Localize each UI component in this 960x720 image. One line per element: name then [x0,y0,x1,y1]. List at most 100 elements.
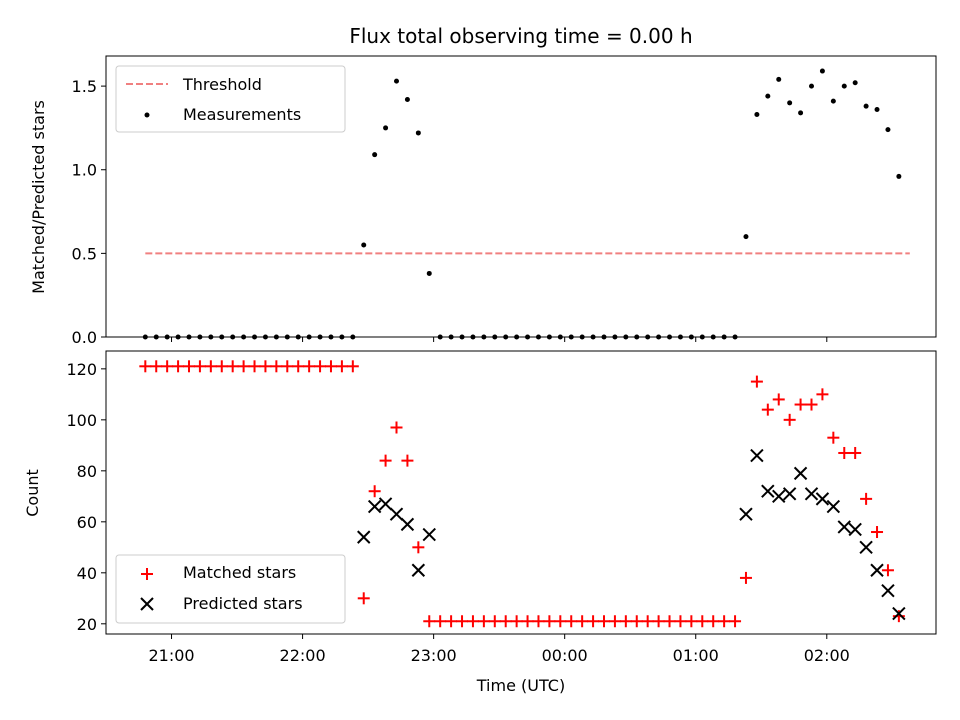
matched-star-marker [324,360,337,373]
matched-star-marker [674,615,687,628]
matched-star-marker [292,360,305,373]
bottom-y-tick-label: 40 [77,564,97,583]
top-y-ticks: 0.0 0.5 1.0 1.5 [72,77,106,347]
matched-star-marker [183,360,195,373]
bottom-y-axis-title: Count [23,469,42,517]
predicted-star-marker [848,522,862,537]
bottom-y-ticks: 20 40 60 80 100 120 [66,360,106,634]
matched-star-marker [477,615,490,628]
predicted-star-marker [826,499,841,514]
matched-star-marker [750,375,763,388]
matched-star-marker [739,571,752,584]
predicted-star-marker [400,517,415,532]
predicted-star-marker [750,448,764,463]
measurement-point [852,80,858,86]
matched-star-marker [237,360,250,373]
bottom-x-tick-label: 00:00 [542,646,588,665]
matched-star-marker [761,403,774,416]
measurement-point [798,110,804,116]
legend-matched-marker [141,568,153,580]
matched-star-marker [456,615,469,628]
measurement-point [830,98,836,104]
matched-star-marker [805,398,818,411]
legend-predicted-marker [140,597,154,611]
bottom-y-tick-label: 80 [77,462,97,481]
measurement-point [394,78,399,84]
matched-star-marker [314,360,327,373]
matched-points [139,360,905,628]
bottom-x-tick-label: 23:00 [411,646,457,665]
measurement-point [361,242,367,248]
matched-star-marker [466,615,479,628]
matched-star-marker [357,592,370,605]
top-legend: Threshold Measurements [115,65,346,133]
predicted-star-marker [389,507,404,521]
matched-star-marker [510,615,523,628]
matched-star-marker [161,360,174,373]
predicted-star-marker [793,466,808,481]
predicted-star-marker [357,530,371,544]
matched-star-marker [729,615,742,628]
bottom-y-tick-label: 20 [77,615,97,634]
ratio-panel: Matched/Predicted stars 0.0 0.5 1.0 1.5 Thr… [29,55,937,347]
matched-star-marker [619,615,632,628]
predicted-star-marker [411,563,426,577]
matched-star-marker [445,615,458,628]
measurement-point [787,100,793,106]
top-y-tick-label: 0.0 [72,328,97,347]
measurement-point [743,234,749,240]
matched-star-marker [783,413,796,426]
predicted-star-marker [892,606,906,621]
matched-star-marker [532,615,545,628]
predicted-star-marker [815,492,830,506]
measurement-point [896,173,902,179]
matched-star-marker [576,615,589,628]
matched-star-marker [499,615,512,628]
measurement-point [754,112,760,118]
measurement-point [415,130,421,136]
matched-star-marker [881,564,894,577]
matched-star-marker [860,492,873,505]
measurement-point [765,93,771,99]
matched-star-marker [215,360,228,373]
measurement-point [863,103,869,109]
top-x-ticks [171,337,828,342]
predicted-star-marker [739,507,753,521]
matched-star-marker [270,360,283,373]
matched-star-marker [368,485,381,498]
matched-star-marker [838,446,851,459]
matched-star-marker [172,360,185,373]
measurement-point [404,96,410,102]
legend-matched-label: Matched stars [183,563,296,582]
matched-star-marker [871,526,884,539]
predicted-star-marker [782,487,797,501]
bottom-x-tick-label: 21:00 [148,646,194,665]
measurement-point [819,68,825,74]
matched-star-marker [521,615,534,628]
matched-star-marker [652,615,665,628]
predicted-star-marker [761,484,775,498]
matched-star-marker [827,431,840,444]
matched-star-marker [412,541,425,554]
matched-star-marker [335,360,348,373]
matched-star-marker [281,360,294,373]
matched-star-marker [390,421,403,434]
matched-star-marker [554,615,567,628]
predicted-star-marker [378,497,393,511]
bottom-legend: Matched stars Predicted stars [115,554,346,624]
predicted-star-marker [881,583,895,598]
matched-star-marker [641,615,654,628]
top-axes-frame [105,55,937,338]
predicted-star-marker [422,527,436,542]
matched-star-marker [204,360,217,373]
predicted-star-marker [859,540,873,555]
matched-star-marker [259,360,272,373]
matched-star-marker [696,615,709,628]
bottom-axes-frame [105,350,937,635]
matched-star-marker [565,615,578,628]
matched-star-marker [423,615,436,628]
matched-star-marker [608,615,621,628]
predicted-star-marker [870,563,884,577]
x-axis-title: Time (UTC) [476,676,565,695]
